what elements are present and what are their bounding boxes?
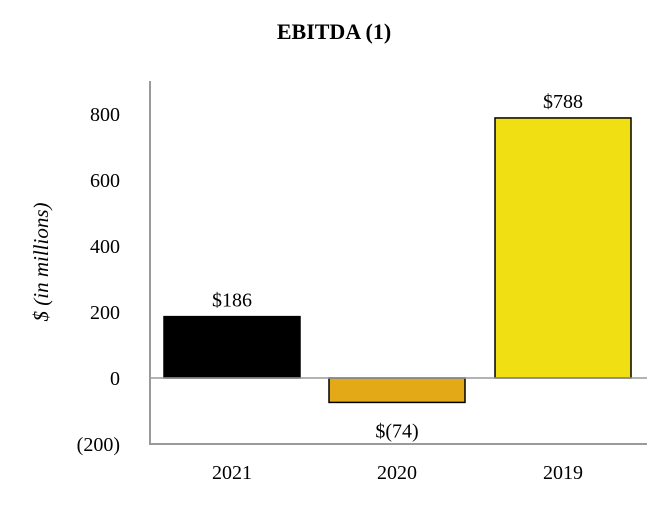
y-tick-label: (200): [77, 434, 120, 456]
x-axis-ticks: 2021 2020 2019: [212, 462, 583, 484]
x-tick-label-2020: 2020: [377, 462, 417, 484]
y-tick-label: 400: [90, 236, 120, 258]
y-tick-label: 0: [110, 368, 120, 390]
data-label-2020: $(74): [375, 420, 418, 442]
y-tick-label: 200: [90, 302, 120, 324]
bars: [163, 117, 632, 404]
y-axis-label: $ (in millions): [29, 202, 53, 321]
bar-2019: [494, 117, 632, 379]
data-label-2021: $186: [212, 290, 252, 312]
x-tick-label-2019: 2019: [543, 462, 583, 484]
data-labels: $186 $(74) $788: [212, 91, 583, 442]
chart-title: EBITDA (1): [277, 19, 391, 44]
chart-axes: [149, 81, 647, 445]
bar-2021: [163, 315, 301, 379]
data-label-2019: $788: [543, 91, 583, 113]
x-tick-label-2021: 2021: [212, 462, 252, 484]
y-tick-label: 800: [90, 104, 120, 126]
bar-2020: [328, 377, 466, 404]
y-axis-ticks: (200) 0 200 400 600 800: [77, 104, 120, 456]
y-tick-label: 600: [90, 170, 120, 192]
